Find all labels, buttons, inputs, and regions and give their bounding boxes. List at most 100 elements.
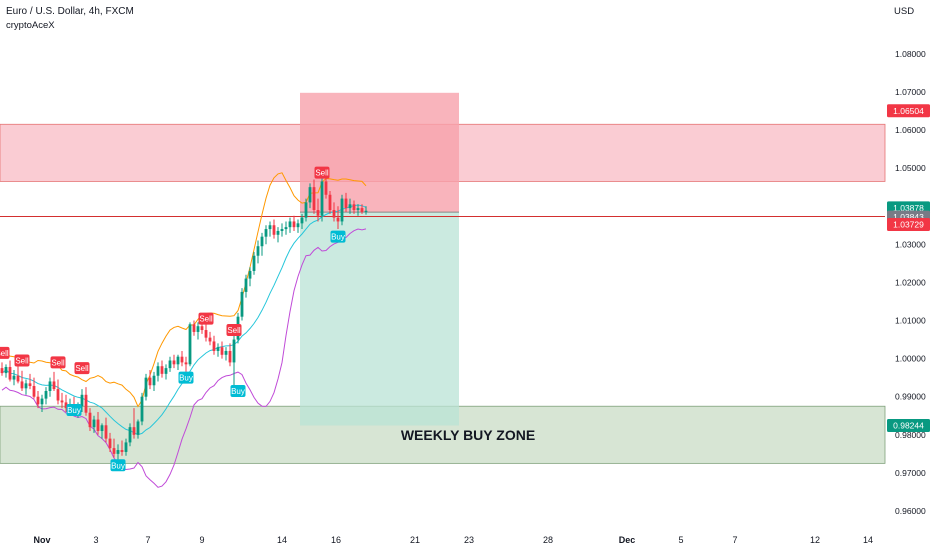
candle[interactable] <box>264 225 268 245</box>
candle[interactable] <box>144 373 148 401</box>
candle[interactable] <box>224 347 228 361</box>
candle[interactable] <box>16 366 20 384</box>
candle[interactable] <box>152 371 156 391</box>
candle[interactable] <box>284 221 288 235</box>
candle[interactable] <box>240 288 244 321</box>
sell-signal[interactable]: Sell <box>14 354 30 367</box>
buy-signal[interactable]: Buy <box>230 384 246 397</box>
candle[interactable] <box>140 392 144 426</box>
candle[interactable] <box>316 198 320 222</box>
candle[interactable] <box>8 360 12 382</box>
candle[interactable] <box>356 204 360 216</box>
sell-signal[interactable]: Sell <box>314 166 330 179</box>
candle[interactable] <box>268 221 272 237</box>
candle[interactable] <box>196 322 200 340</box>
candle[interactable] <box>36 390 40 409</box>
candle[interactable] <box>84 387 88 416</box>
candle[interactable] <box>104 417 108 443</box>
candle[interactable] <box>216 343 220 357</box>
candle[interactable] <box>108 432 112 452</box>
candle[interactable] <box>280 223 284 237</box>
candle[interactable] <box>124 438 128 456</box>
candle[interactable] <box>128 423 132 447</box>
candle[interactable] <box>4 364 8 378</box>
candle[interactable] <box>320 177 324 222</box>
candle[interactable] <box>260 232 264 256</box>
candle[interactable] <box>208 331 212 346</box>
candle[interactable] <box>164 364 168 380</box>
candle[interactable] <box>100 423 104 439</box>
candle[interactable] <box>0 362 4 376</box>
candle[interactable] <box>116 444 120 460</box>
candle[interactable] <box>252 251 256 275</box>
candle[interactable] <box>288 217 292 233</box>
candle[interactable] <box>232 333 236 386</box>
candle[interactable] <box>304 198 308 222</box>
candle[interactable] <box>272 219 276 239</box>
sell-signal[interactable]: Sell <box>226 324 242 337</box>
candle[interactable] <box>96 411 100 435</box>
candle[interactable] <box>184 356 188 372</box>
candle[interactable] <box>20 370 24 391</box>
candle[interactable] <box>40 394 44 412</box>
candle[interactable] <box>220 341 224 359</box>
candle[interactable] <box>364 206 368 215</box>
candle[interactable] <box>204 324 208 342</box>
candle[interactable] <box>336 206 340 230</box>
candle[interactable] <box>136 419 140 439</box>
candle[interactable] <box>32 377 36 399</box>
sell-signal[interactable]: Sell <box>50 356 66 369</box>
candle[interactable] <box>44 387 48 405</box>
candle[interactable] <box>176 354 180 371</box>
candle[interactable] <box>180 350 184 367</box>
candle[interactable] <box>160 360 164 378</box>
candle[interactable] <box>112 438 116 458</box>
candle[interactable] <box>12 370 16 386</box>
candle[interactable] <box>228 343 232 367</box>
candle[interactable] <box>348 198 352 214</box>
candle[interactable] <box>168 356 172 372</box>
candle[interactable] <box>92 415 96 433</box>
candle[interactable] <box>300 213 304 230</box>
sell-signal[interactable]: Sell <box>74 362 90 375</box>
candle[interactable] <box>192 320 196 336</box>
candle[interactable] <box>256 240 260 264</box>
candle[interactable] <box>156 362 160 382</box>
candle[interactable] <box>80 389 84 412</box>
candle[interactable] <box>188 322 192 367</box>
candle[interactable] <box>292 215 296 231</box>
buy-signal[interactable]: Buy <box>330 230 346 243</box>
time-axis[interactable]: Nov 3 7 9 14 16 21 23 28 Dec 5 7 12 14 <box>33 535 873 545</box>
sell-signal[interactable]: Sell <box>198 312 214 325</box>
candle[interactable] <box>296 219 300 233</box>
candle[interactable] <box>340 194 344 226</box>
candle[interactable] <box>56 379 60 405</box>
candle[interactable] <box>332 202 336 222</box>
candle[interactable] <box>344 192 348 212</box>
candle[interactable] <box>172 354 176 369</box>
candle[interactable] <box>248 267 252 287</box>
candle[interactable] <box>308 183 312 209</box>
price-axis[interactable]: 1.080001.070001.060001.050001.040001.030… <box>887 49 930 516</box>
candle[interactable] <box>28 373 32 390</box>
sell-signal[interactable]: Sell <box>0 346 10 359</box>
candle[interactable] <box>148 370 152 390</box>
candle[interactable] <box>276 227 280 243</box>
candle[interactable] <box>60 392 64 409</box>
candle[interactable] <box>120 440 124 456</box>
candle[interactable] <box>212 335 216 355</box>
candle[interactable] <box>24 379 28 395</box>
buy-signal[interactable]: Buy <box>110 459 126 472</box>
candle[interactable] <box>132 408 136 439</box>
candle[interactable] <box>52 371 56 391</box>
buy-signal[interactable]: Buy <box>178 371 194 384</box>
candle[interactable] <box>64 394 68 412</box>
buy-signal[interactable]: Buy <box>66 404 82 417</box>
candle[interactable] <box>360 204 364 214</box>
candle[interactable] <box>352 200 356 214</box>
candle[interactable] <box>244 274 248 298</box>
candle[interactable] <box>88 408 92 431</box>
candle[interactable] <box>324 177 328 199</box>
candle[interactable] <box>328 190 332 214</box>
